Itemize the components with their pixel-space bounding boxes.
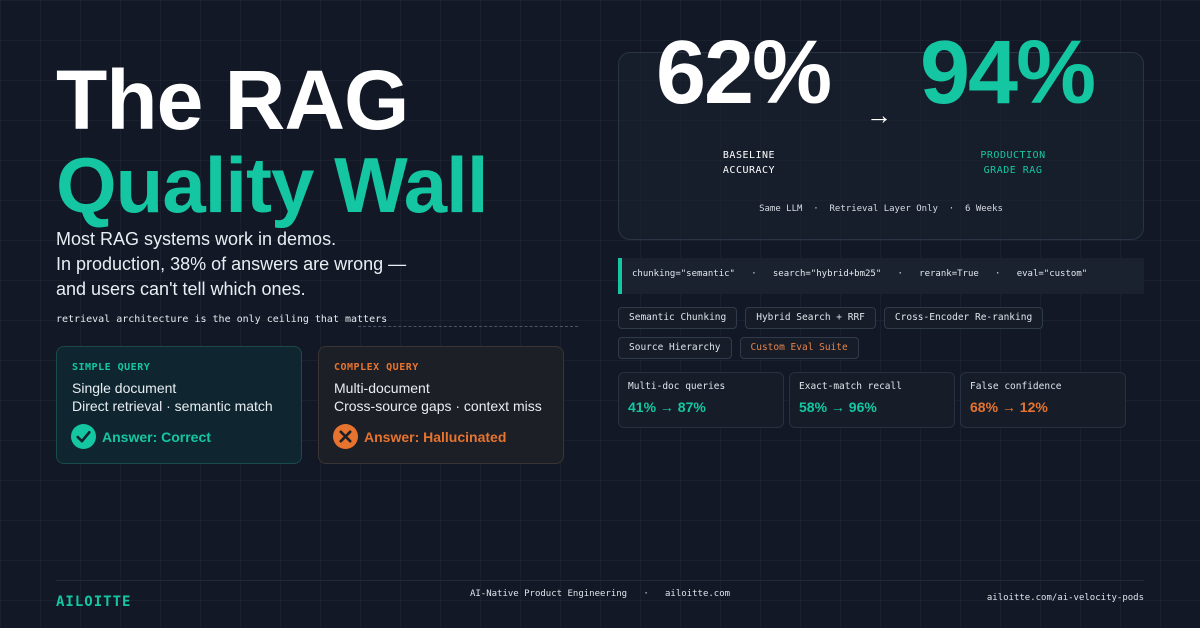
dashed-divider — [358, 326, 578, 327]
brand-logo: AILOITTE — [56, 594, 132, 610]
technique-chips: Semantic Chunking Hybrid Search + RRF Cr… — [618, 307, 1158, 359]
title-line-1: The RAG — [56, 53, 409, 147]
simple-query-card: SIMPLE QUERY Single document Direct retr… — [56, 346, 302, 464]
footer-center-text: AI-Native Product Engineering · ailoitte… — [469, 589, 731, 599]
footer-divider — [56, 580, 1144, 581]
x-circle-icon — [333, 424, 358, 449]
metric-label: Exact-match recall — [799, 381, 902, 392]
subtitle-line-2: In production, 38% of answers are wrong … — [56, 254, 407, 274]
baseline-percent: 62% — [656, 23, 832, 123]
answer-label: Answer: Hallucinated — [364, 428, 507, 445]
title-line-2: Quality Wall — [56, 141, 489, 229]
baseline-label-line-2: ACCURACY — [722, 165, 776, 176]
arrow-right-icon: → — [866, 100, 892, 130]
config-code-bar: chunking="semantic" · search="hybrid+bm2… — [618, 258, 1144, 294]
card-line-1: Single document — [72, 380, 177, 396]
answer-row: Answer: Hallucinated — [333, 424, 506, 449]
tagline: retrieval architecture is the only ceili… — [56, 314, 388, 325]
footer-url[interactable]: ailoitte.com/ai-velocity-pods — [986, 593, 1144, 603]
metric-value: 58% → 96% — [799, 399, 877, 415]
production-percent: 94% — [920, 23, 1096, 123]
card-title: COMPLEX QUERY — [334, 362, 419, 373]
metric-value: 41% → 87% — [628, 399, 706, 415]
config-line: chunking="semantic" · search="hybrid+bm2… — [632, 269, 1088, 279]
chip-semantic-chunking: Semantic Chunking — [618, 307, 738, 329]
card-line-2: Cross-source gaps · context miss — [334, 398, 542, 414]
metric-card-recall: Exact-match recall 58% → 96% — [789, 372, 955, 428]
chip-hybrid-search: Hybrid Search + RRF — [745, 307, 876, 329]
production-label-line-1: PRODUCTION — [980, 150, 1046, 161]
accuracy-stat-panel — [618, 52, 1144, 240]
check-circle-icon — [71, 424, 96, 449]
answer-label: Answer: Correct — [102, 428, 211, 445]
subtitle-line-1: Most RAG systems work in demos. — [56, 229, 337, 249]
complex-query-card: COMPLEX QUERY Multi-document Cross-sourc… — [318, 346, 564, 464]
production-label-line-2: GRADE RAG — [983, 165, 1043, 176]
card-title: SIMPLE QUERY — [72, 362, 151, 373]
metric-label: Multi-doc queries — [628, 381, 726, 392]
chip-source-hierarchy: Source Hierarchy — [618, 337, 732, 359]
metric-label: False confidence — [970, 381, 1062, 392]
metric-card-multidoc: Multi-doc queries 41% → 87% — [618, 372, 784, 428]
chip-custom-eval-suite: Custom Eval Suite — [739, 337, 859, 359]
subtitle-line-3: and users can't tell which ones. — [56, 279, 306, 299]
production-label: PRODUCTION GRADE RAG — [952, 148, 1074, 178]
card-line-1: Multi-document — [334, 380, 430, 396]
answer-row: Answer: Correct — [71, 424, 211, 449]
stat-footnote: Same LLM · Retrieval Layer Only · 6 Week… — [759, 204, 1003, 214]
metric-value: 68% → 12% — [970, 399, 1048, 415]
baseline-label-line-1: BASELINE — [722, 150, 776, 161]
baseline-label: BASELINE ACCURACY — [700, 148, 798, 178]
card-line-2: Direct retrieval · semantic match — [72, 398, 273, 414]
chip-cross-encoder-reranking: Cross-Encoder Re-ranking — [883, 307, 1044, 329]
metric-card-false-confidence: False confidence 68% → 12% — [960, 372, 1126, 428]
